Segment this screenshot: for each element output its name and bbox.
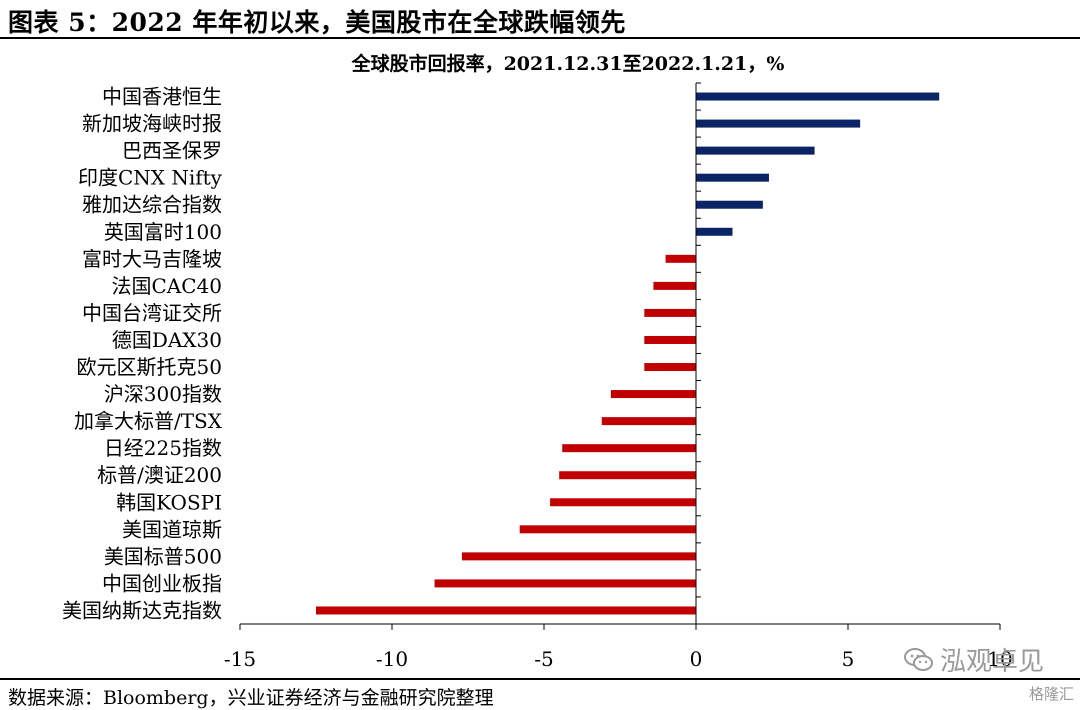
bar	[665, 254, 696, 263]
bar	[696, 92, 940, 101]
bar	[644, 335, 696, 344]
bar	[601, 417, 696, 426]
watermark: 泓观卓见	[939, 647, 1044, 677]
category-label: 新加坡海峡时报	[82, 112, 222, 136]
figure-title: 图表 5：2022 年年初以来，美国股市在全球跌幅领先	[8, 8, 626, 37]
bar	[316, 606, 696, 615]
category-label: 加拿大标普/TSX	[74, 409, 223, 433]
category-label: 印度CNX Nifty	[78, 166, 223, 190]
bar	[696, 146, 815, 155]
bar	[461, 552, 696, 561]
bar	[562, 444, 696, 453]
bar	[653, 281, 696, 290]
category-label: 中国创业板指	[102, 571, 222, 595]
category-label: 日经225指数	[104, 436, 222, 460]
category-label: 中国台湾证交所	[82, 301, 222, 325]
category-label: 美国道琼斯	[122, 517, 222, 541]
category-label: 美国纳斯达克指数	[62, 598, 222, 622]
x-tick-label: 5	[842, 647, 855, 671]
bars-group	[316, 92, 940, 615]
category-label: 德国DAX30	[112, 328, 222, 352]
x-tick-label: -5	[534, 647, 553, 671]
x-tick-label: 10	[987, 647, 1012, 671]
x-tick-label: 0	[690, 647, 703, 671]
bar	[644, 363, 696, 372]
category-label: 中国香港恒生	[102, 85, 222, 109]
axes-group	[239, 82, 1001, 630]
bar	[559, 471, 696, 480]
bar	[434, 579, 696, 588]
category-label: 英国富时100	[104, 220, 222, 244]
bar	[696, 227, 733, 236]
category-label: 法国CAC40	[112, 274, 223, 298]
source-rule	[0, 678, 1080, 680]
category-label: 雅加达综合指数	[82, 193, 222, 217]
bar	[610, 390, 696, 399]
category-label: 韩国KOSPI	[116, 490, 222, 514]
source-note: 数据来源：Bloomberg，兴业证券经济与金融研究院整理	[8, 687, 494, 709]
bar	[696, 200, 763, 209]
x-tick-labels: -15 -10 -5 0 5 10	[224, 647, 1013, 671]
category-label: 沪深300指数	[104, 382, 222, 406]
bar	[696, 119, 861, 128]
category-label: 欧元区斯托克50	[77, 355, 222, 379]
category-label: 美国标普500	[104, 544, 222, 568]
chart-title: 全球股市回报率，2021.12.31至2022.1.21，%	[351, 52, 785, 75]
x-tick-label: -10	[376, 647, 408, 671]
category-label: 富时大马吉隆坡	[82, 247, 222, 271]
corner-watermark: 格隆汇	[1028, 685, 1074, 703]
x-tick-label: -15	[224, 647, 256, 671]
bar	[519, 525, 696, 534]
title-rule	[0, 37, 1080, 39]
bar-chart: 全球股市回报率，2021.12.31至2022.1.21，% 中国香港恒生新加坡…	[62, 52, 1013, 671]
bar	[696, 173, 769, 182]
bar	[550, 498, 696, 507]
category-label: 巴西圣保罗	[122, 139, 222, 163]
bar	[644, 308, 696, 317]
category-label: 标普/澳证200	[97, 463, 222, 487]
wechat-icon	[904, 648, 933, 671]
